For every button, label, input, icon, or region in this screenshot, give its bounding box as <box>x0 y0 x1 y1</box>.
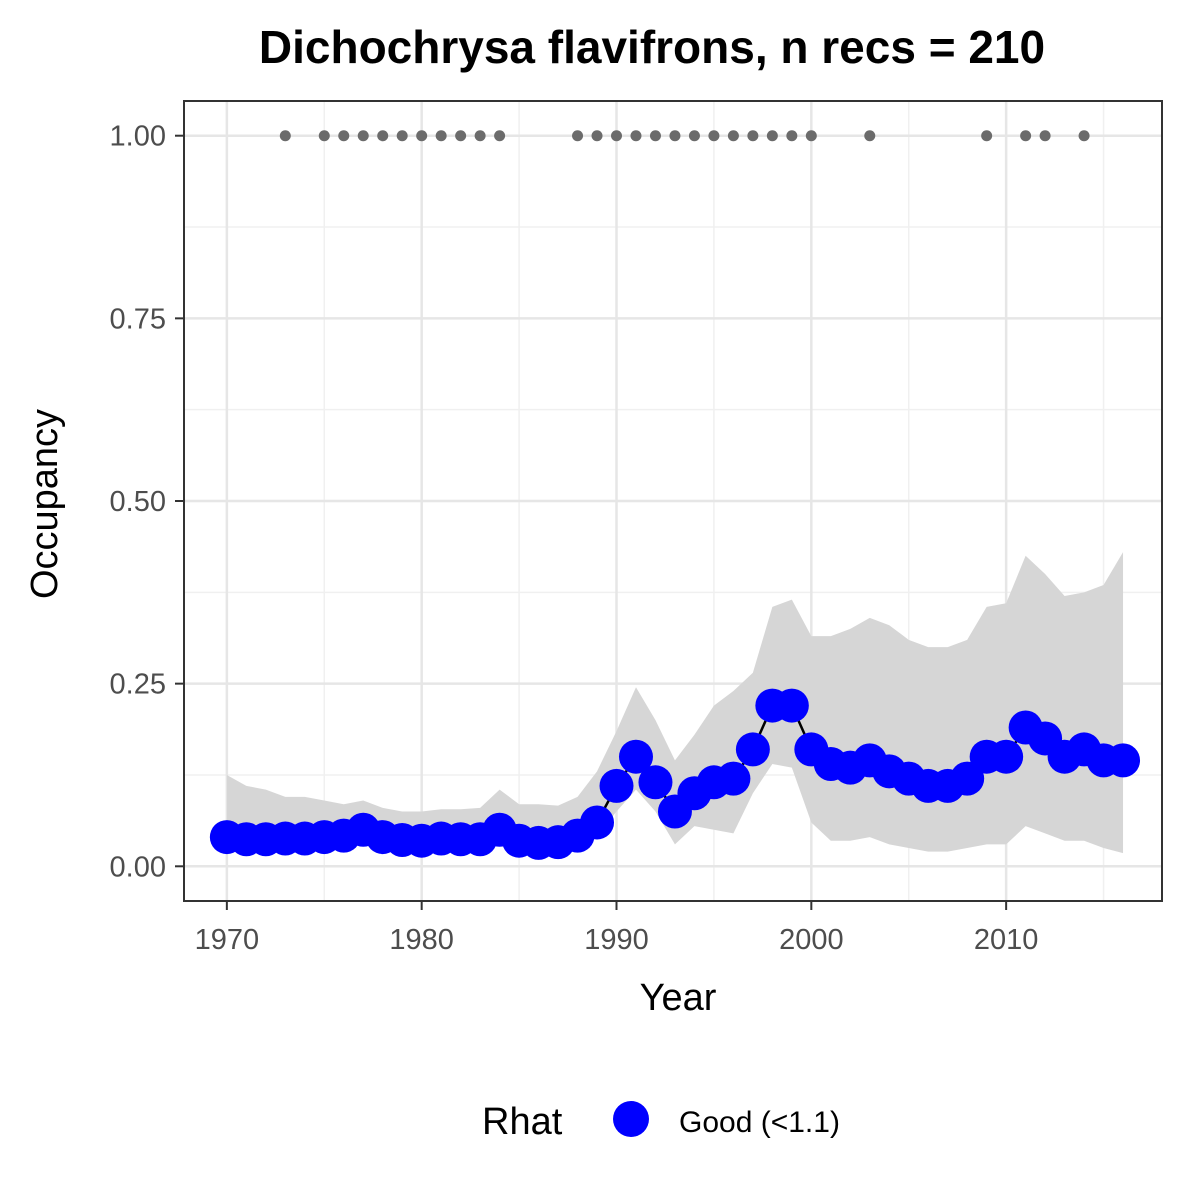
data-point <box>638 765 673 800</box>
data-point <box>599 768 634 803</box>
data-point <box>735 732 770 767</box>
x-tick-label: 1990 <box>584 924 649 956</box>
record-dot <box>630 130 642 142</box>
legend-label-good: Good (<1.1) <box>679 1106 840 1139</box>
record-dot <box>1020 130 1032 142</box>
y-axis: 0.00 0.25 0.50 0.75 1.00 <box>110 121 184 883</box>
record-dot <box>864 130 876 142</box>
y-tick-label: 0.75 <box>110 303 166 335</box>
record-dot <box>318 130 330 142</box>
y-tick-label: 1.00 <box>110 121 166 153</box>
record-dot <box>611 130 623 142</box>
data-point <box>774 688 809 723</box>
record-dot <box>747 130 759 142</box>
record-dot <box>591 130 603 142</box>
y-tick-label: 0.00 <box>110 851 166 883</box>
record-dot <box>357 130 369 142</box>
legend-title: Rhat <box>482 1101 563 1143</box>
record-dot <box>649 130 661 142</box>
record-dot <box>1078 130 1090 142</box>
record-dot <box>766 130 778 142</box>
chart-title: Dichochrysa flavifrons, n recs = 210 <box>259 21 1045 73</box>
y-tick-label: 0.25 <box>110 669 166 701</box>
x-tick-label: 2000 <box>779 924 844 956</box>
record-dot <box>416 130 428 142</box>
x-tick-label: 1980 <box>389 924 454 956</box>
record-dot <box>396 130 408 142</box>
record-dot <box>494 130 506 142</box>
x-tick-label: 2010 <box>974 924 1039 956</box>
y-tick-label: 0.50 <box>110 486 166 518</box>
occupancy-points <box>209 688 1141 860</box>
record-dot <box>981 130 993 142</box>
record-dot <box>455 130 467 142</box>
record-dot <box>805 130 817 142</box>
record-dot <box>279 130 291 142</box>
record-dot <box>669 130 681 142</box>
legend-key-good <box>613 1101 649 1137</box>
record-dot <box>474 130 486 142</box>
data-point <box>618 739 653 774</box>
record-dot <box>435 130 447 142</box>
record-markers <box>279 130 1090 142</box>
legend: Rhat Good (<1.1) <box>482 1101 840 1143</box>
record-dot <box>377 130 389 142</box>
x-axis: 1970 1980 1990 2000 2010 <box>195 901 1039 956</box>
data-point <box>1106 743 1141 778</box>
record-dot <box>727 130 739 142</box>
y-axis-title: Occupancy <box>24 409 66 599</box>
x-axis-title: Year <box>640 977 717 1019</box>
record-dot <box>572 130 584 142</box>
data-point <box>989 739 1024 774</box>
data-point <box>950 761 985 796</box>
x-tick-label: 1970 <box>195 924 260 956</box>
record-dot <box>338 130 350 142</box>
data-point <box>716 761 751 796</box>
record-dot <box>786 130 798 142</box>
grid-lines <box>184 101 1162 901</box>
record-dot <box>688 130 700 142</box>
record-dot <box>1039 130 1051 142</box>
record-dot <box>708 130 720 142</box>
data-point <box>580 805 615 840</box>
